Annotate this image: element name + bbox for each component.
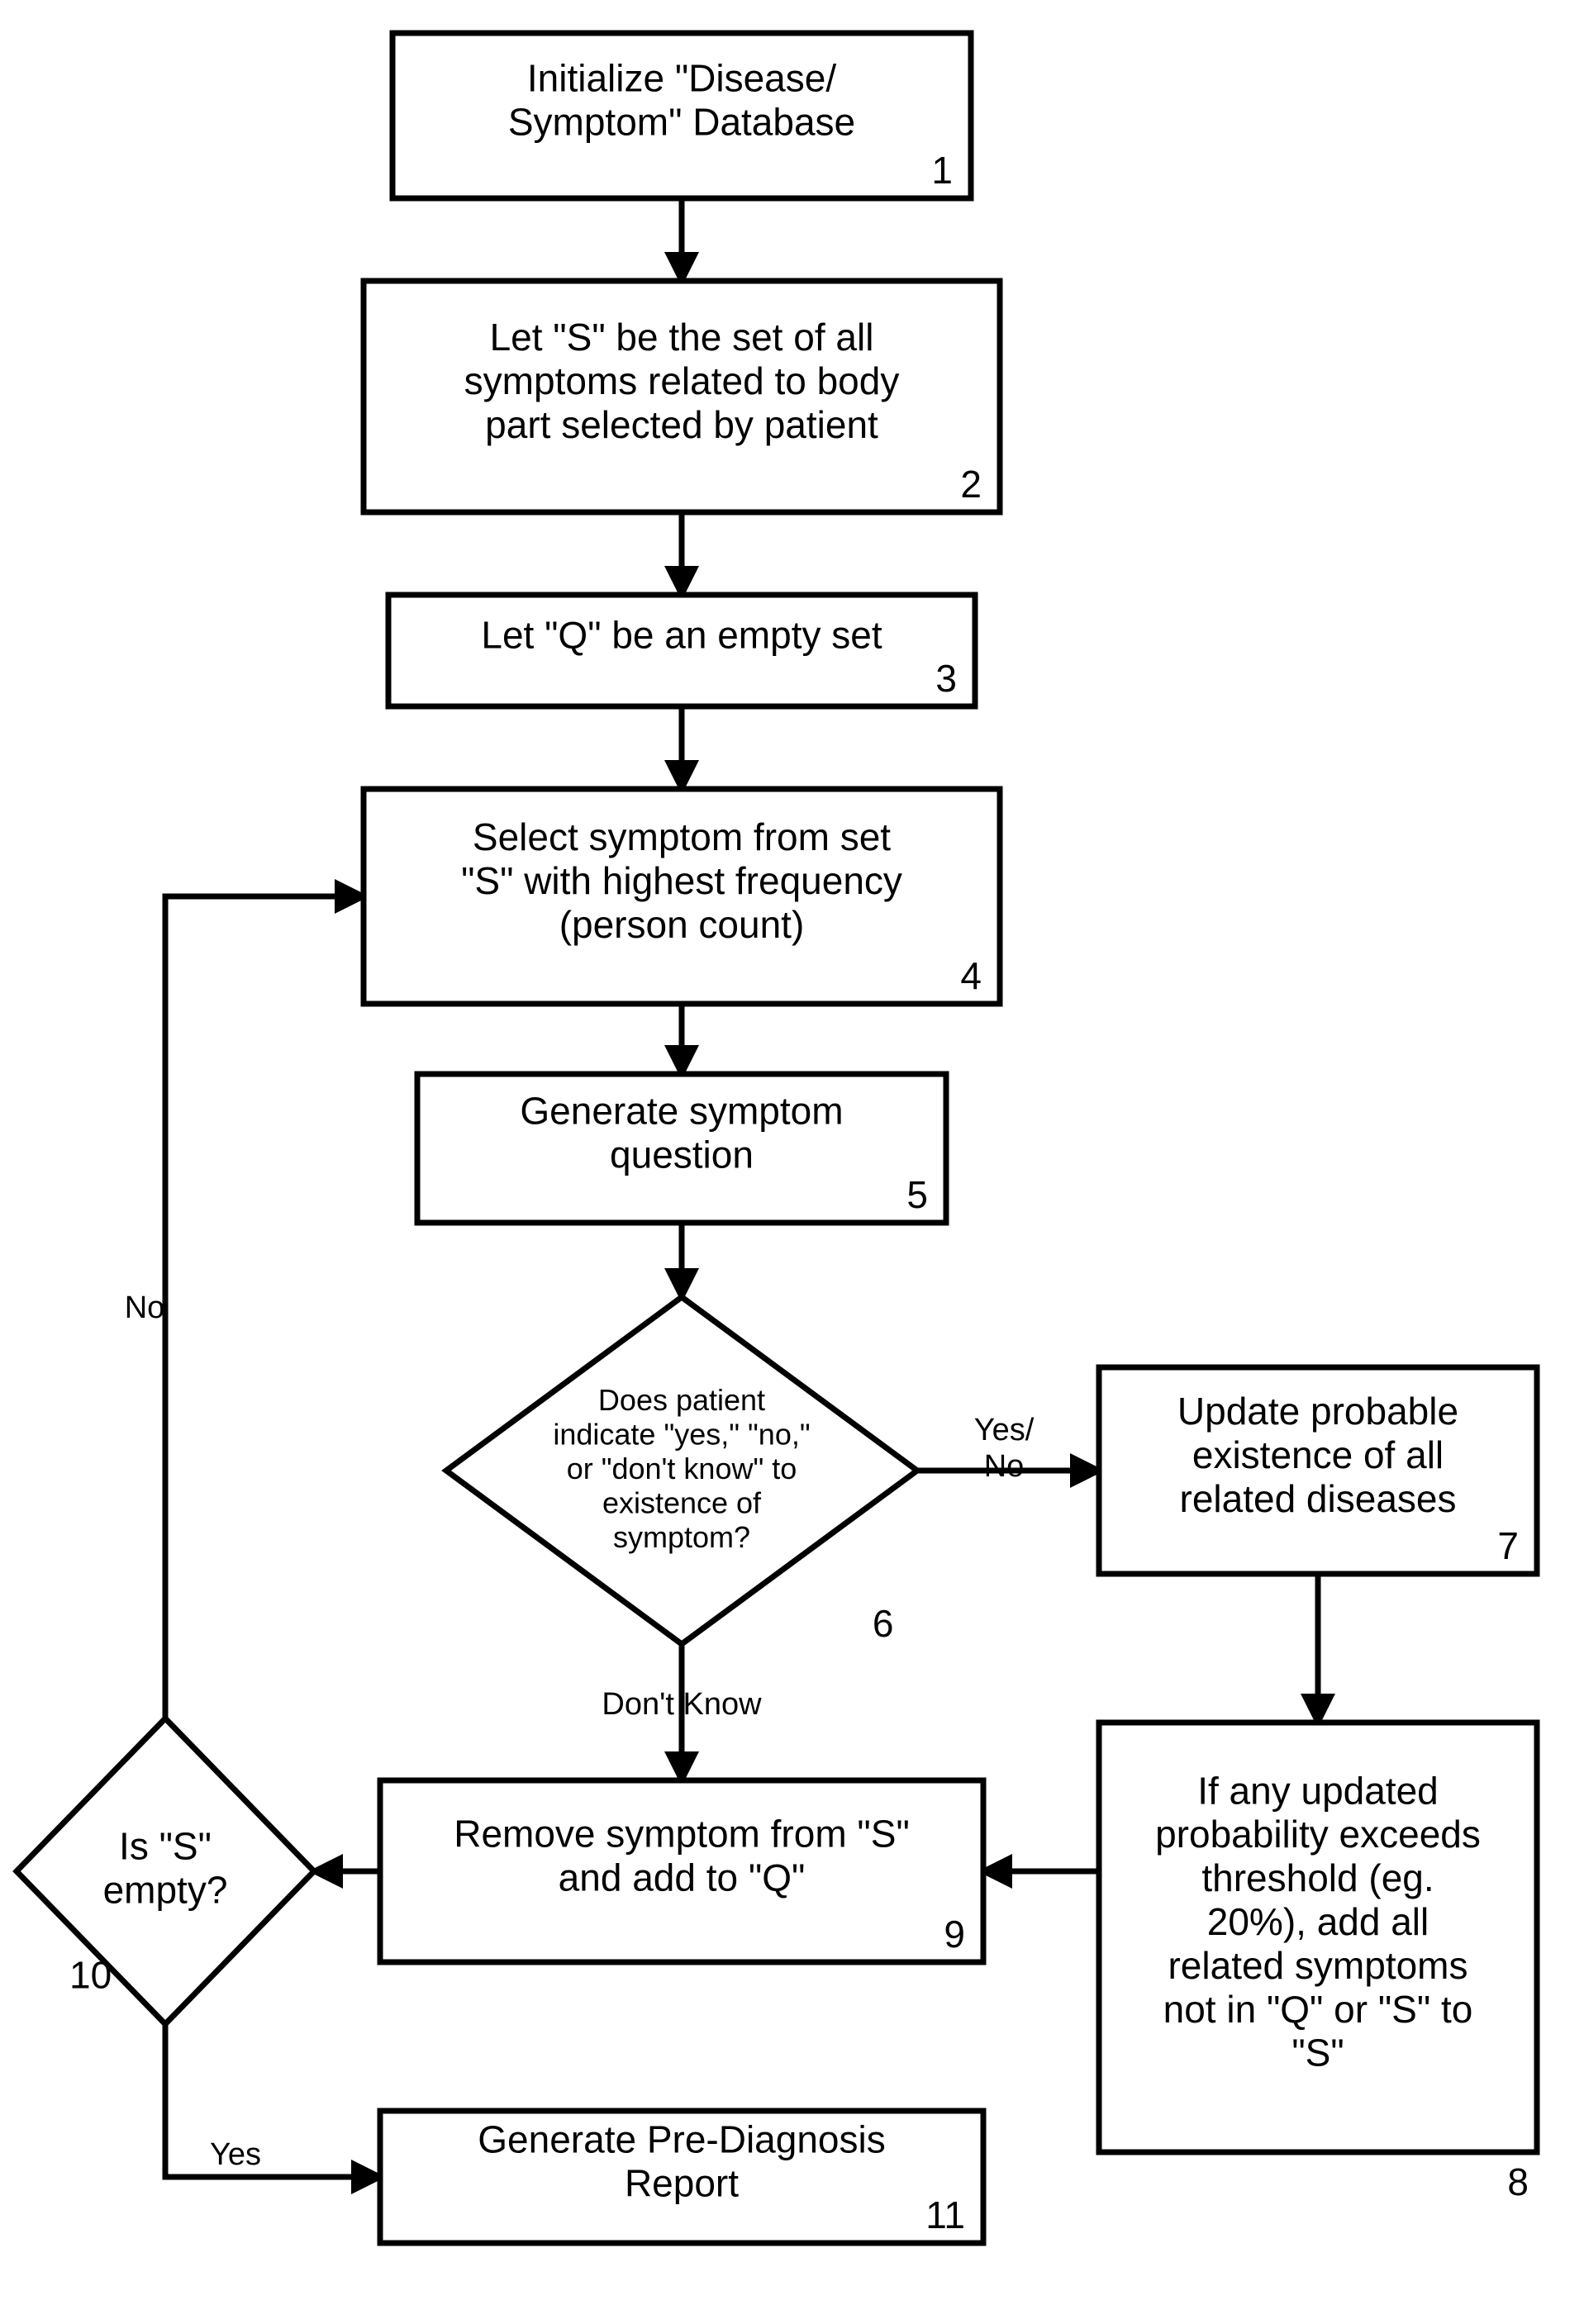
node-label: Let "S" be the set of allsymptoms relate… [464, 316, 900, 446]
flow-edge [165, 2024, 380, 2177]
node-label: Initialize "Disease/Symptom" Database [508, 57, 855, 144]
node-number: 6 [873, 1602, 894, 1645]
flowchart-canvas: Yes/NoDon't KnowNoYesInitialize "Disease… [0, 0, 1584, 2324]
node-number: 7 [1497, 1524, 1519, 1567]
node-number: 1 [931, 149, 953, 192]
node-number: 2 [960, 463, 982, 506]
node-number: 10 [69, 1954, 112, 1997]
node-number: 11 [925, 2193, 965, 2236]
node-number: 4 [960, 954, 982, 997]
node-number: 8 [1507, 2160, 1529, 2203]
node-number: 5 [906, 1173, 928, 1216]
node-label: Update probableexistence of allrelated d… [1177, 1390, 1458, 1520]
edge-label: Don't Know [602, 1687, 762, 1722]
node-label: Is "S"empty? [103, 1825, 228, 1912]
node-label: Let "Q" be an empty set [481, 614, 882, 657]
node-number: 3 [935, 657, 957, 700]
edge-label: No [125, 1290, 165, 1325]
flow-edge [165, 896, 364, 1718]
edge-label: Yes [210, 2137, 261, 2172]
node-number: 9 [944, 1913, 965, 1956]
